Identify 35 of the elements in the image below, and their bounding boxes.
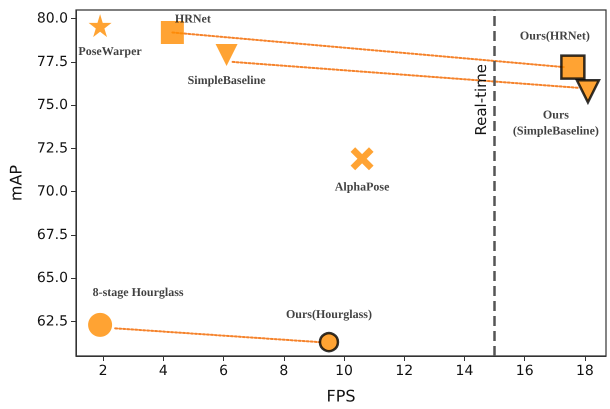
series-label: HRNet	[174, 11, 211, 26]
x-tick-label: 10	[335, 363, 353, 379]
series-label: SimpleBaseline	[188, 72, 266, 87]
point	[88, 312, 112, 337]
y-tick-label: 80.0	[36, 10, 68, 27]
y-tick-label: 70.0	[36, 184, 68, 200]
series-label: Ours(Hourglass)	[286, 306, 372, 321]
point	[350, 147, 374, 170]
x-tick-label: 16	[516, 363, 534, 379]
point	[88, 14, 112, 38]
x-axis-title: FPS	[326, 386, 356, 406]
ref-line-label: Real-time	[472, 64, 490, 136]
x-tick-label: 12	[395, 363, 414, 379]
x-tick-label: 18	[576, 363, 594, 379]
y-tick-label: 72.5	[36, 140, 68, 156]
point	[216, 44, 238, 66]
x-tick-label: 8	[279, 363, 288, 379]
x-tick-label: 6	[219, 363, 228, 379]
y-tick-label: 75.0	[36, 97, 68, 114]
series-label: 8-stage Hourglass	[92, 284, 184, 299]
series-label: Ours(HRNet)	[520, 28, 590, 42]
point	[576, 79, 600, 104]
x-tick-label: 14	[456, 363, 474, 379]
x-tick-label: 2	[98, 363, 108, 379]
y-tick-label: 77.5	[36, 54, 68, 70]
y-axis-title: mAP	[6, 164, 26, 202]
series-label: AlphaPose	[334, 179, 390, 194]
y-tick-label: 65.0	[36, 270, 68, 286]
x-tick-label: 4	[158, 363, 168, 379]
series-label: PoseWarper	[78, 44, 142, 58]
point	[318, 332, 340, 352]
y-tick-label: 67.5	[36, 226, 68, 243]
series-label: Ours (SimpleBaseline)	[512, 108, 599, 138]
y-tick-label: 62.5	[36, 313, 68, 330]
point	[560, 54, 586, 80]
